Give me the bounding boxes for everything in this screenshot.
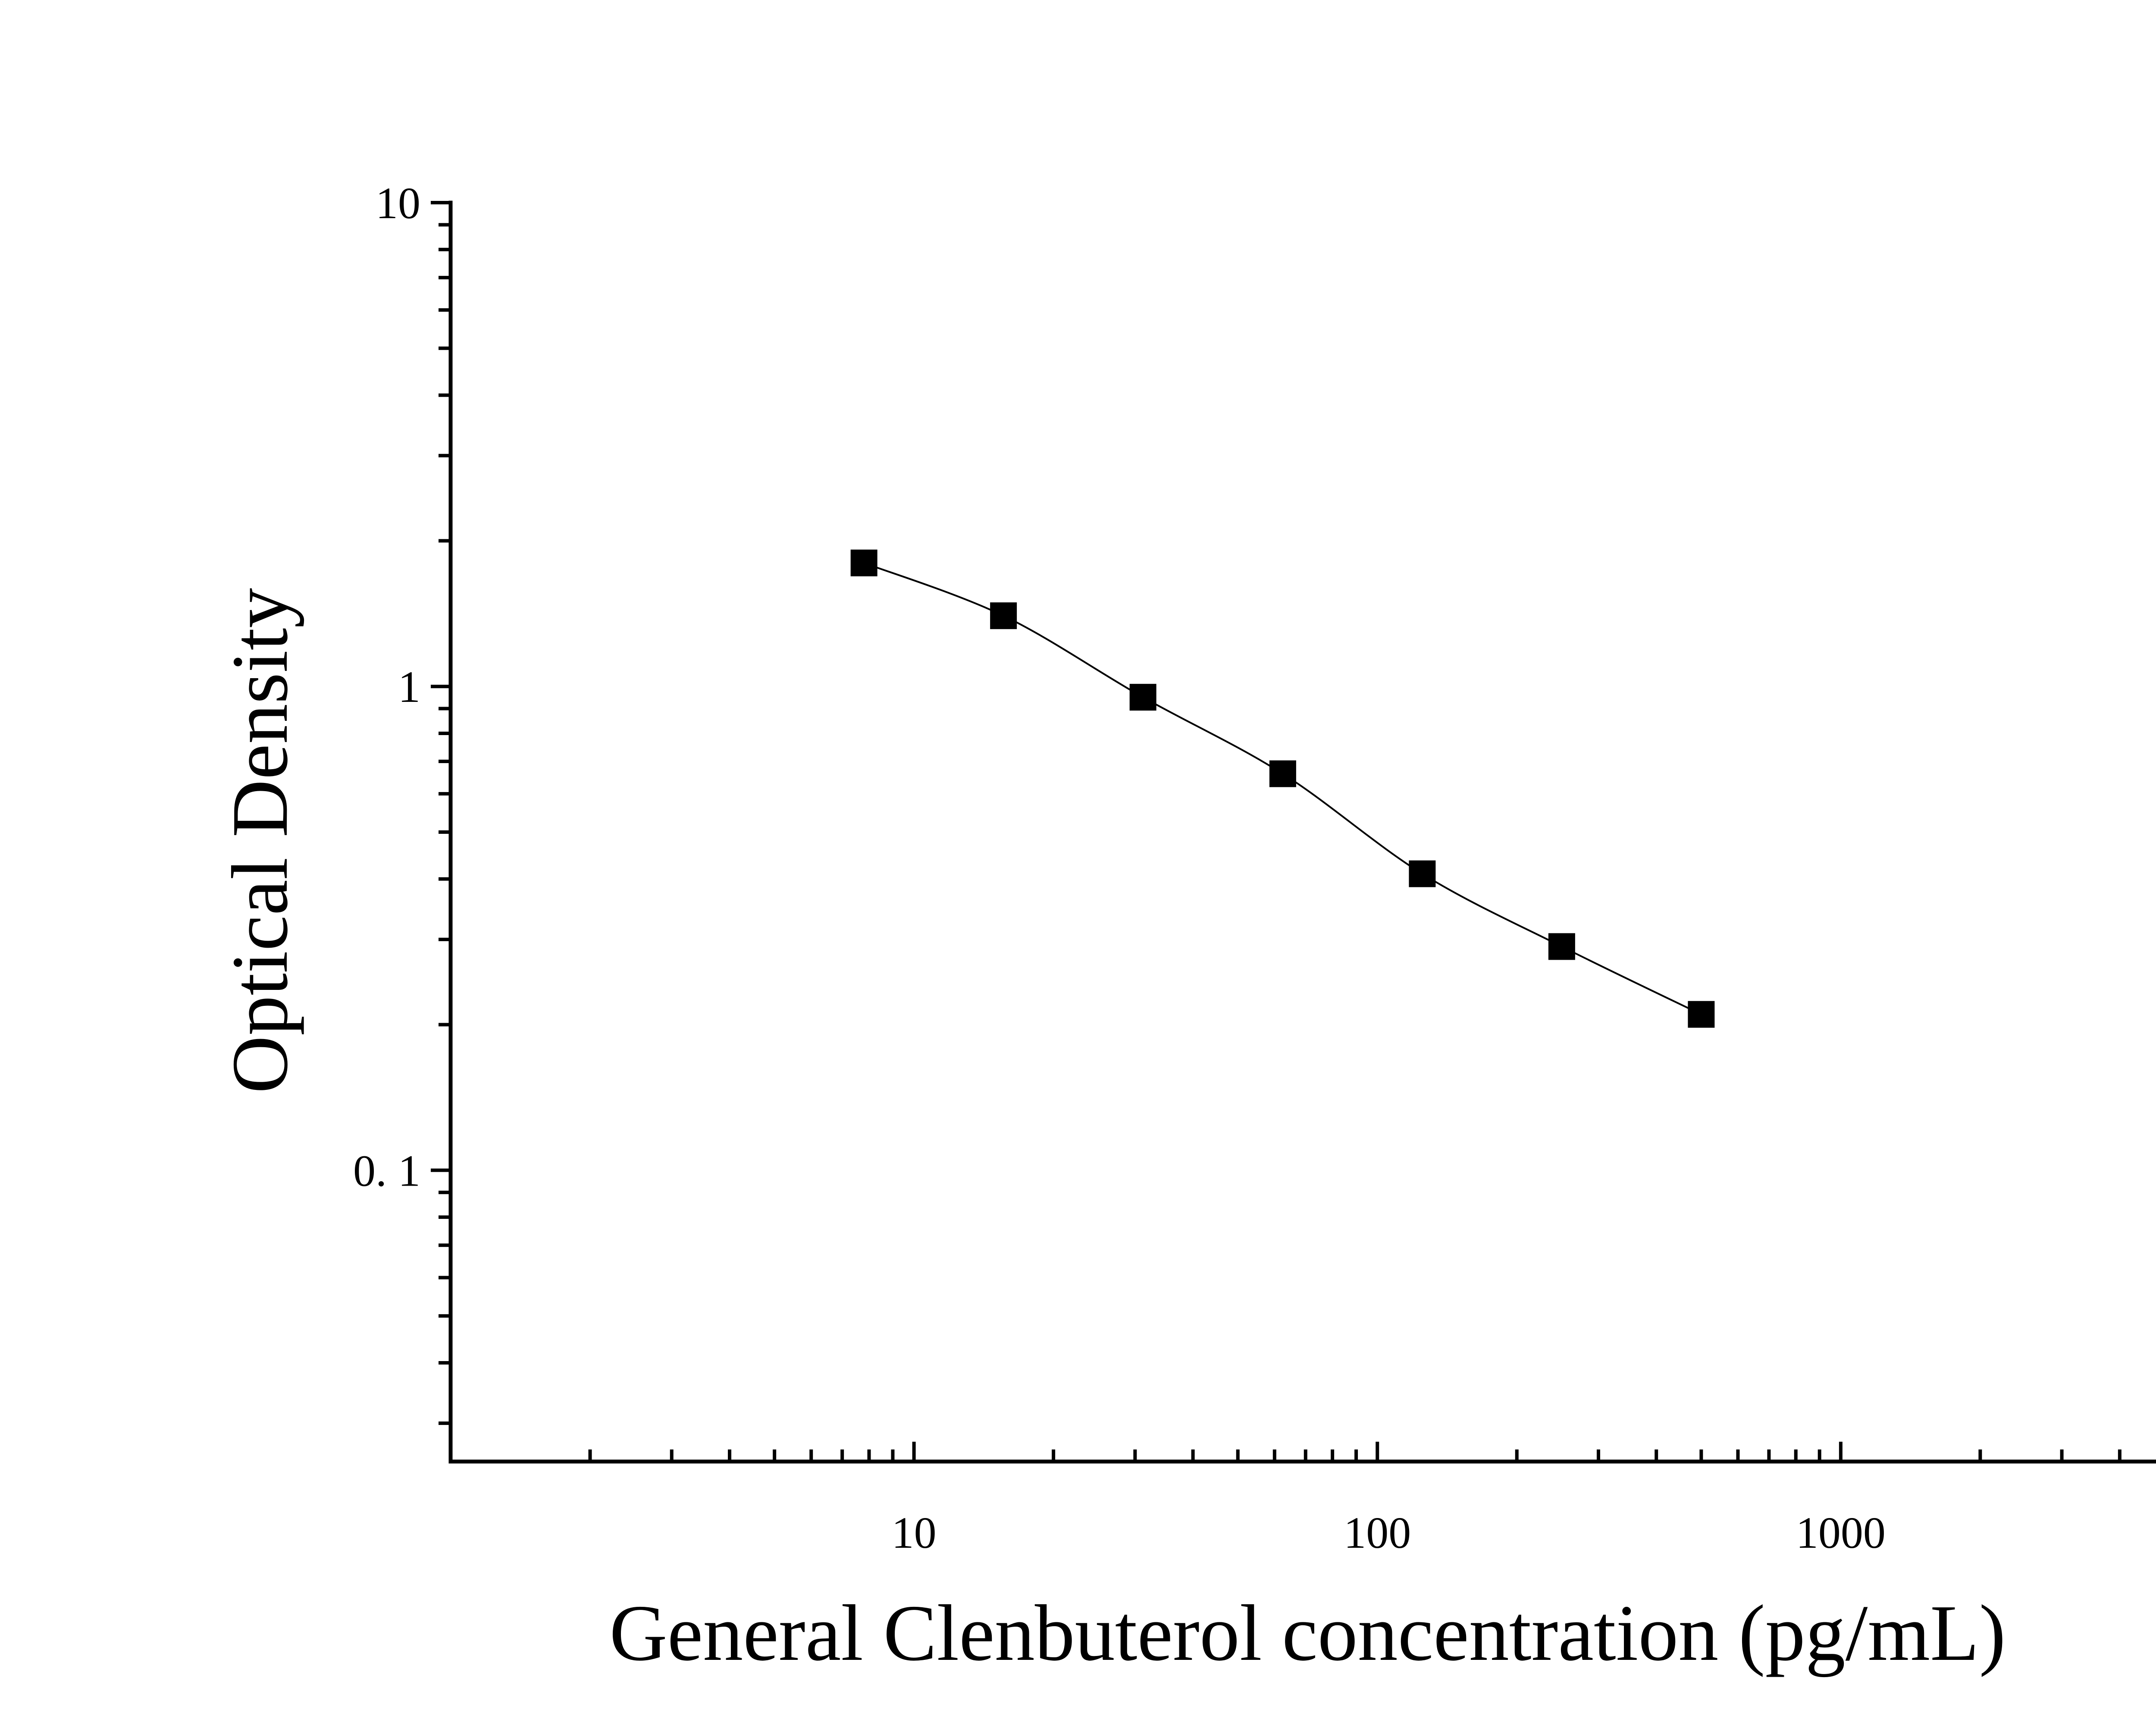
x-tick-labels: 10 100 1000 — [892, 1508, 1886, 1558]
x-tick-label: 100 — [1344, 1508, 1411, 1558]
y-axis-title: Optical Density — [216, 588, 304, 1094]
data-point — [1688, 1001, 1715, 1028]
y-ticks — [431, 201, 451, 1425]
y-tick-label: 1 — [398, 662, 420, 712]
data-points — [850, 549, 1715, 1028]
axes — [448, 200, 2156, 1464]
x-ticks — [449, 1442, 2122, 1462]
data-point — [1129, 684, 1156, 711]
y-tick-label: 0. 1 — [353, 1146, 420, 1196]
data-point — [990, 602, 1017, 629]
y-tick-label: 10 — [376, 178, 420, 228]
x-tick-label: 1000 — [1796, 1508, 1886, 1558]
x-axis-title: General Clenbuterol concentration (pg/mL… — [609, 1589, 2006, 1678]
data-point — [850, 549, 877, 576]
data-point — [1409, 860, 1436, 887]
data-point — [1548, 933, 1575, 960]
data-point — [1269, 760, 1296, 787]
fit-curve — [863, 562, 1702, 1015]
x-tick-label: 10 — [892, 1508, 937, 1558]
y-tick-labels: 10 1 0. 1 — [353, 178, 420, 1196]
